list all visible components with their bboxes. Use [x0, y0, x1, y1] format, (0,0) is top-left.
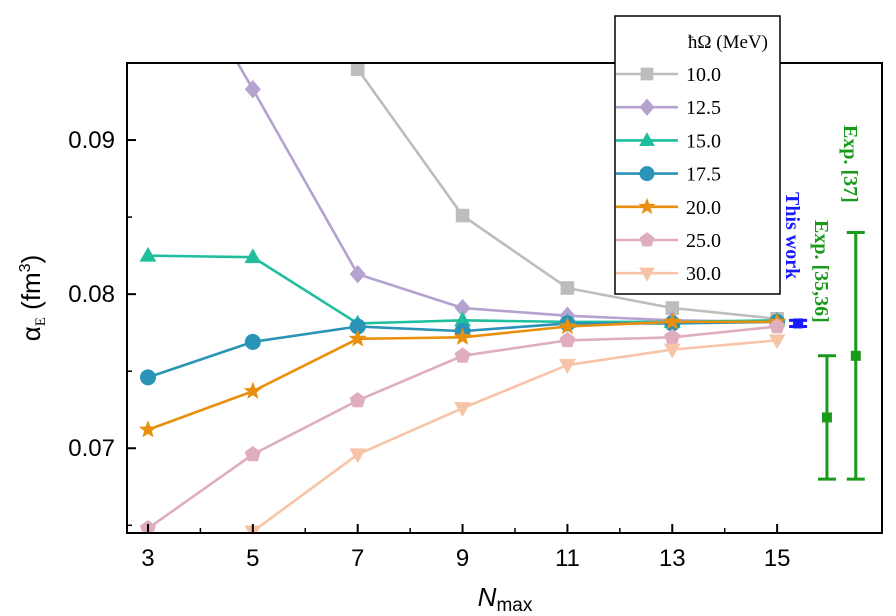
x-axis-title-main: N: [478, 582, 497, 612]
data-point-30.0-7: [349, 448, 367, 464]
error-point: [821, 412, 832, 423]
data-point-10.0-9: [455, 208, 470, 223]
x-tick-label-5: 5: [246, 545, 259, 572]
legend-item-15.0: 15.0: [616, 130, 721, 152]
data-point-15.0-5: [244, 248, 262, 264]
annotation-label-1: Exp. [35,36]: [810, 220, 832, 323]
series-25.0: [139, 318, 786, 533]
legend-marker-15.0: [639, 132, 655, 147]
legend-item-17.5: 17.5: [616, 164, 721, 186]
series-30.0: [244, 334, 786, 533]
data-point-20.0-13: [663, 312, 682, 330]
data-point-30.0-9: [454, 402, 471, 417]
x-tick-label-7: 7: [351, 545, 364, 572]
legend-marker-30.0: [639, 267, 655, 282]
data-point-25.0-5: [244, 446, 261, 462]
axis-layer: 3 5 7 9 11 13 15 0.07 0.08 0.09: [68, 127, 790, 572]
y-tick-label-0.09: 0.09: [68, 127, 115, 154]
error-point: [850, 350, 861, 361]
annotation-layer: This work Exp. [35,36] Exp. [37]: [781, 125, 865, 481]
data-point-15.0-9: [454, 311, 471, 327]
error-point: [793, 318, 804, 329]
y-axis-title-main: α: [16, 326, 46, 341]
data-point-10.0-11: [560, 281, 575, 295]
data-point-10.0-7: [350, 63, 365, 76]
legend-label-20.0: 20.0: [686, 197, 721, 219]
legend-item-25.0: 25.0: [616, 230, 721, 252]
legend-marker-25.0: [639, 232, 655, 247]
annotation-1: Exp. [35,36]: [810, 220, 836, 481]
data-point-10.0-13: [665, 301, 680, 315]
series-layer: [138, 63, 787, 533]
legend: ħΩ (MeV) 10.0 12.5 15.0 17.5 20.0 25.0 30.0: [614, 15, 781, 295]
legend-label-30.0: 30.0: [686, 263, 721, 285]
data-point-12.5-9: [454, 298, 471, 318]
x-tick-label-9: 9: [456, 545, 469, 572]
data-point-20.0-5: [243, 381, 262, 399]
legend-box: [614, 15, 781, 295]
legend-item-10.0: 10.0: [616, 64, 721, 86]
data-point-20.0-9: [453, 327, 472, 346]
data-point-15.0-3: [139, 246, 157, 262]
legend-item-20.0: 20.0: [616, 197, 721, 219]
x-tick-label-15: 15: [764, 545, 791, 572]
y-axis-title-sub: E: [33, 317, 49, 326]
annotation-label-0: This work: [781, 192, 803, 280]
data-point-30.0-11: [559, 359, 576, 374]
series-line-30.0: [252, 339, 778, 533]
data-point-17.5-5: [244, 333, 261, 350]
annotation-0: This work: [781, 192, 808, 329]
legend-item-12.5: 12.5: [616, 97, 721, 119]
data-point-17.5-3: [139, 369, 156, 386]
y-tick-label-0.08: 0.08: [68, 281, 115, 308]
data-point-25.0-13: [664, 328, 681, 345]
data-point-30.0-13: [663, 343, 681, 359]
legend-title: ħΩ (MeV): [688, 32, 768, 53]
x-axis-title: Nmax: [478, 582, 533, 616]
legend-marker-20.0: [638, 197, 656, 215]
data-point-12.5-7: [349, 264, 366, 284]
y-axis-title-unit-sup: 3: [17, 263, 34, 272]
y-axis-title-unit: (fm: [16, 272, 46, 317]
legend-marker-12.5: [639, 98, 655, 116]
x-tick-label-3: 3: [141, 545, 154, 572]
legend-marker-17.5: [639, 166, 655, 182]
legend-marker-10.0: [640, 67, 654, 81]
legend-item-30.0: 30.0: [616, 263, 721, 285]
legend-label-12.5: 12.5: [686, 97, 721, 119]
data-point-25.0-9: [454, 347, 471, 363]
data-point-17.5-7: [349, 318, 366, 335]
x-tick-label-13: 13: [659, 545, 686, 572]
legend-label-10.0: 10.0: [686, 64, 721, 86]
data-point-20.0-7: [348, 329, 367, 347]
data-point-25.0-7: [349, 392, 366, 408]
data-point-25.0-11: [559, 331, 576, 348]
x-axis-title-sub: max: [496, 595, 532, 616]
y-axis-title-unit-close: ): [16, 255, 46, 264]
legend-label-17.5: 17.5: [686, 164, 721, 186]
plot-frame: [126, 62, 883, 534]
y-tick-label-0.07: 0.07: [68, 435, 115, 462]
data-point-25.0-15: [769, 318, 786, 334]
series-line-extension: [236, 63, 254, 90]
data-point-20.0-11: [558, 316, 577, 335]
data-point-12.5-5: [244, 80, 261, 99]
data-point-30.0-15: [768, 334, 786, 350]
legend-label-25.0: 25.0: [686, 230, 721, 252]
legend-label-15.0: 15.0: [686, 130, 721, 152]
x-tick-label-11: 11: [555, 545, 580, 572]
data-point-20.0-3: [138, 420, 158, 438]
annotation-2: Exp. [37]: [839, 125, 865, 481]
y-axis-title: αE (fm3): [16, 255, 49, 342]
annotation-label-2: Exp. [37]: [839, 125, 861, 203]
